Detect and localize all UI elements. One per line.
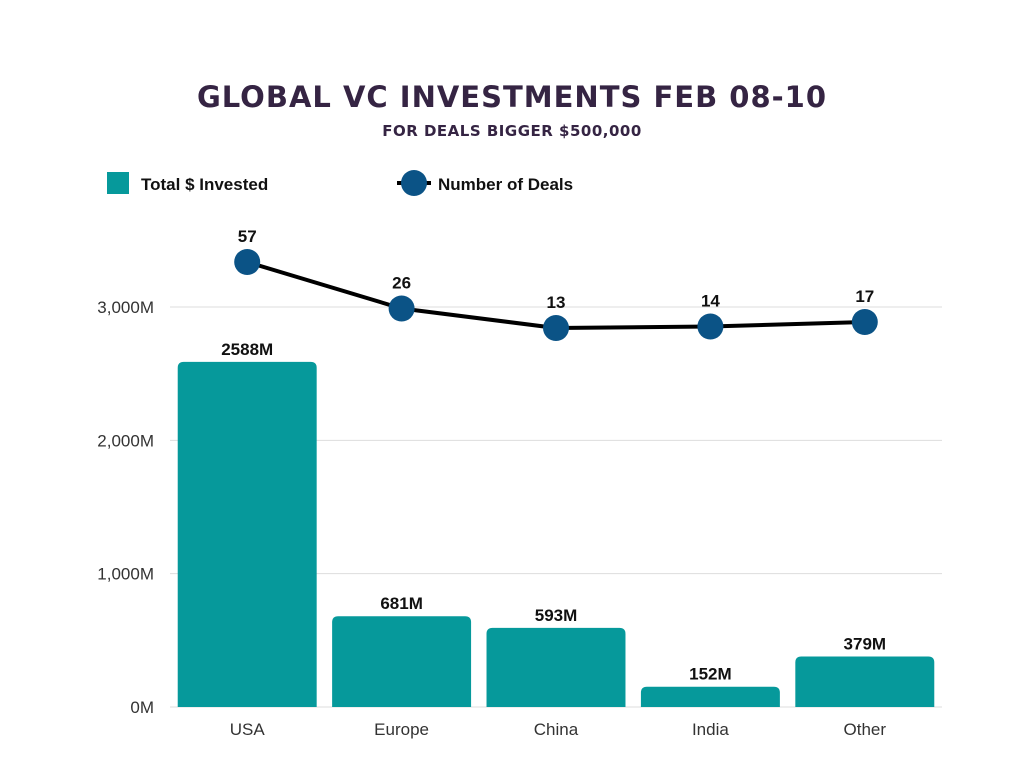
bar xyxy=(640,686,780,707)
legend-label-deals: Number of Deals xyxy=(438,175,573,194)
x-tick-label: China xyxy=(534,720,579,739)
bar-value-label: 593M xyxy=(535,606,578,625)
chart-title: GLOBAL VC INVESTMENTS FEB 08-10 xyxy=(196,80,828,114)
y-axis-ticks: 0M 1,000M 2,000M 3,000M xyxy=(97,298,154,717)
bar xyxy=(177,361,317,707)
chart-subtitle: FOR DEALS BIGGER $500,000 xyxy=(382,122,642,140)
legend-label-invested: Total $ Invested xyxy=(141,175,268,194)
y-tick-label: 2,000M xyxy=(97,431,154,450)
bar-value-label: 152M xyxy=(689,665,732,684)
deal-value-label: 14 xyxy=(701,292,720,311)
deals-line: 57 26 13 14 17 xyxy=(234,227,878,341)
deal-marker xyxy=(697,313,724,340)
legend-swatch-marker xyxy=(401,170,427,196)
y-tick-label: 1,000M xyxy=(97,565,154,584)
bar-value-label: 379M xyxy=(844,634,887,653)
x-tick-label: India xyxy=(692,720,729,739)
bar xyxy=(795,656,935,707)
bar xyxy=(486,627,626,707)
deal-value-label: 57 xyxy=(238,227,257,246)
bars xyxy=(177,361,935,707)
x-tick-label: Europe xyxy=(374,720,429,739)
bar xyxy=(332,616,472,707)
x-tick-label: Other xyxy=(844,720,887,739)
bar-value-label: 2588M xyxy=(221,340,273,359)
deal-value-label: 17 xyxy=(855,287,874,306)
legend: Total $ Invested Number of Deals xyxy=(107,170,573,196)
deal-marker xyxy=(851,309,878,335)
bar-labels: 2588M 681M 593M 152M 379M xyxy=(221,340,886,684)
y-tick-label: 0M xyxy=(130,698,154,717)
x-axis-ticks: USA Europe China India Other xyxy=(230,720,887,739)
deal-marker xyxy=(234,249,261,275)
x-tick-label: USA xyxy=(230,720,266,739)
y-tick-label: 3,000M xyxy=(97,298,154,317)
deal-value-label: 13 xyxy=(547,293,566,312)
legend-swatch-bar xyxy=(107,172,129,194)
deal-marker xyxy=(388,295,415,322)
deal-value-label: 26 xyxy=(392,274,411,293)
bar-value-label: 681M xyxy=(380,594,423,613)
deal-marker xyxy=(543,315,569,341)
